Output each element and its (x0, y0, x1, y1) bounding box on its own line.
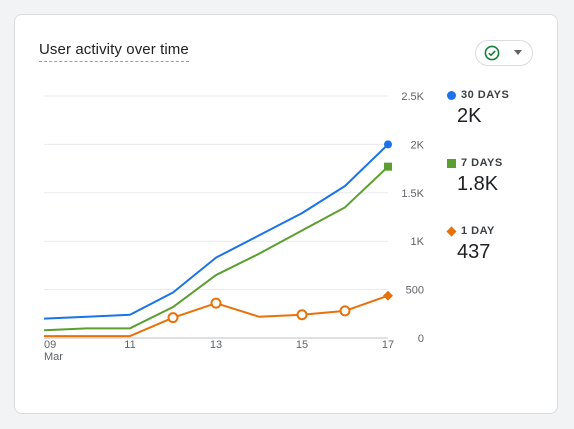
legend-item: 1 DAY 437 (446, 225, 495, 264)
legend-header: 7 DAYS (447, 157, 503, 169)
legend-value: 437 (457, 241, 491, 263)
legend-header: 30 DAYS (447, 89, 509, 101)
chevron-down-icon (514, 50, 522, 55)
x-tick-label: 11 (124, 339, 135, 351)
legend-value: 1.8K (457, 173, 499, 195)
legend-label: 7 DAYS (461, 157, 503, 169)
series-line (43, 165, 389, 332)
series-line (43, 143, 389, 320)
end-marker-square (384, 162, 392, 171)
y-tick-label: 1.5K (401, 188, 424, 200)
legend-label: 1 DAY (461, 225, 495, 237)
y-tick-label: 2.5K (401, 91, 424, 103)
legend-label: 30 DAYS (461, 89, 510, 101)
y-tick-label: 2K (411, 139, 425, 151)
check-circle-icon (484, 45, 500, 61)
end-marker-diamond (383, 290, 393, 301)
legend-header: 1 DAY (446, 225, 495, 237)
data-point-marker (167, 312, 179, 324)
x-tick-label: 13 (210, 339, 222, 351)
x-tick-label: 15 (296, 339, 308, 351)
x-tick-sublabel: Mar (44, 351, 63, 363)
legend-value: 2K (457, 105, 482, 127)
y-tick-label: 1K (411, 236, 425, 248)
y-tick-label: 0 (418, 333, 424, 345)
y-tick-label: 500 (406, 285, 424, 297)
x-tick-label: 17 (382, 339, 394, 351)
end-marker-circle (384, 140, 392, 149)
comparison-dropdown[interactable] (475, 40, 533, 66)
legend-square-marker (447, 158, 456, 168)
card-title[interactable]: User activity over time (39, 41, 189, 62)
legend-item: 7 DAYS 1.8K (447, 157, 503, 196)
data-point-marker (339, 305, 351, 317)
data-point-marker (296, 309, 308, 321)
data-point-marker (210, 297, 222, 309)
legend-item: 30 DAYS 2K (447, 89, 509, 128)
legend-circle-marker (447, 90, 456, 100)
x-tick-label: 09 (44, 339, 56, 351)
user-activity-card: User activity over time 30 DAYS 2K 7 DAYS 1… (14, 14, 558, 414)
